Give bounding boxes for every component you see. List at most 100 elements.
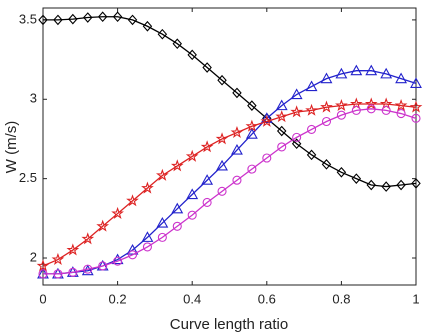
marker (306, 149, 317, 161)
marker (66, 243, 80, 256)
x-tick-label: 1 (412, 291, 419, 306)
marker (320, 100, 333, 113)
x-axis-label: Curve length ratio (170, 316, 288, 333)
y-axis-label: W (m/s) (3, 121, 20, 173)
marker (247, 100, 257, 111)
marker (111, 206, 124, 219)
marker (68, 267, 78, 277)
marker (53, 269, 63, 279)
marker (156, 168, 169, 181)
marker (230, 125, 244, 139)
marker (396, 109, 406, 119)
marker (96, 219, 110, 232)
marker (68, 13, 78, 25)
marker (409, 100, 423, 113)
marker (275, 99, 288, 111)
marker (126, 243, 139, 255)
marker (201, 174, 214, 185)
marker (217, 186, 227, 196)
marker (381, 181, 391, 192)
marker (157, 28, 168, 40)
marker (172, 221, 182, 231)
marker (142, 20, 153, 32)
marker (141, 231, 154, 242)
marker (126, 194, 139, 207)
marker (364, 97, 378, 110)
marker (245, 128, 258, 139)
marker (321, 116, 332, 127)
marker (83, 264, 93, 274)
marker (202, 62, 212, 73)
marker (276, 125, 287, 137)
marker (202, 197, 212, 208)
marker (411, 178, 421, 189)
marker (410, 77, 422, 88)
marker (111, 253, 124, 265)
marker (113, 256, 123, 266)
marker (245, 119, 259, 132)
x-tick-label: 0 (39, 291, 46, 306)
marker (262, 153, 272, 163)
marker (98, 261, 108, 271)
marker (170, 159, 184, 172)
marker (185, 149, 199, 162)
marker (38, 14, 48, 26)
marker (381, 105, 391, 115)
marker (366, 179, 376, 191)
marker (396, 179, 406, 191)
marker (350, 64, 363, 76)
marker (305, 80, 318, 92)
y-tick-label: 3.5 (19, 11, 37, 26)
marker (394, 98, 408, 112)
marker (127, 250, 138, 260)
marker (156, 216, 169, 228)
marker (200, 140, 214, 153)
marker (53, 14, 63, 26)
marker (215, 132, 229, 145)
marker (335, 98, 348, 112)
marker (232, 175, 242, 185)
marker (186, 188, 199, 200)
marker (320, 72, 333, 84)
marker (305, 103, 318, 116)
marker (307, 124, 317, 134)
marker (81, 232, 95, 245)
marker (217, 74, 227, 86)
marker (290, 105, 303, 118)
marker (157, 232, 167, 242)
marker (247, 164, 257, 174)
marker (321, 159, 332, 170)
marker (395, 72, 408, 84)
marker (232, 87, 242, 99)
x-tick-label: 0.4 (183, 291, 201, 306)
marker (172, 38, 183, 50)
marker (83, 12, 93, 23)
series-line (43, 108, 417, 275)
marker (380, 67, 393, 79)
marker (336, 166, 347, 178)
marker (260, 112, 273, 123)
marker (351, 173, 362, 184)
marker (97, 11, 108, 23)
marker (275, 110, 289, 123)
y-tick-label: 2 (30, 249, 37, 264)
marker (411, 113, 421, 123)
marker (335, 67, 348, 79)
marker (336, 110, 346, 120)
x-tick-label: 0.2 (109, 291, 127, 306)
marker (142, 242, 152, 252)
marker (141, 181, 154, 194)
marker (127, 14, 138, 26)
marker (291, 138, 302, 150)
marker (171, 202, 184, 214)
plot-frame (42, 7, 417, 286)
marker (112, 11, 123, 23)
marker (260, 114, 274, 127)
x-tick-label: 0.8 (332, 291, 350, 306)
marker (51, 252, 65, 266)
y-tick-label: 2.5 (19, 170, 37, 185)
marker (187, 49, 197, 61)
x-tick-label: 0.6 (258, 291, 276, 306)
marker (231, 143, 243, 155)
